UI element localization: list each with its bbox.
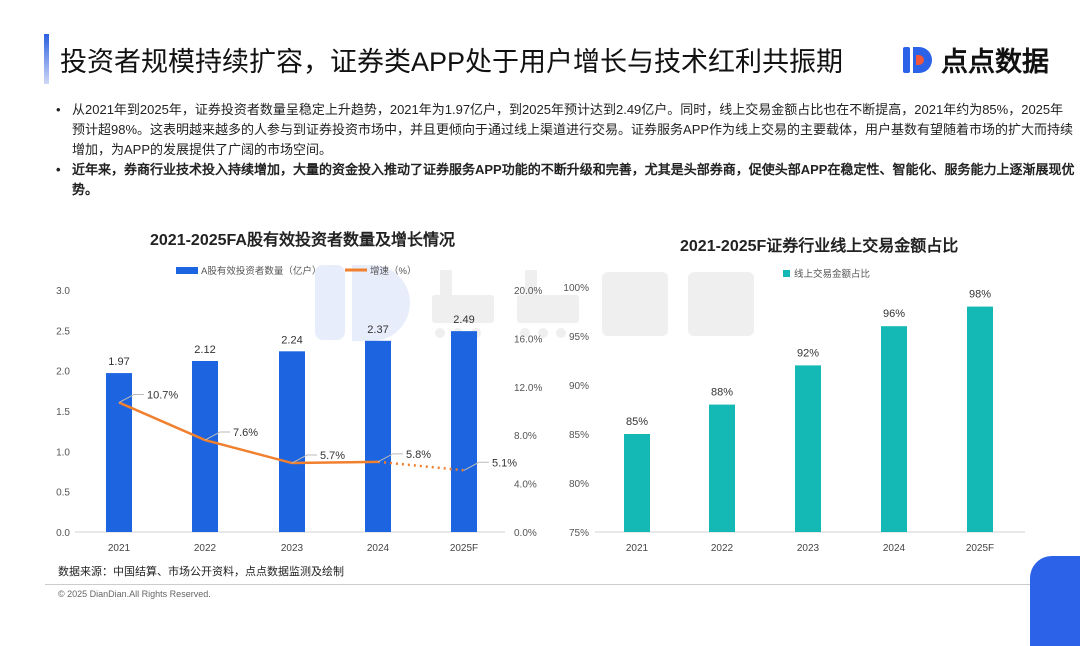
title-accent-bar: [44, 34, 49, 84]
bar: [709, 404, 735, 532]
chart-title-right: 2021-2025F证券行业线上交易金额占比: [680, 238, 959, 255]
line-data-label: 5.8%: [406, 449, 431, 461]
bar-data-label: 85%: [626, 416, 648, 428]
bullet-item: 从2021年到2025年，证券投资者数量呈稳定上升趋势，2021年为1.97亿户…: [56, 100, 1076, 160]
page-title: 投资者规模持续扩容，证券类APP处于用户增长与技术红利共振期: [60, 47, 844, 77]
bar: [451, 331, 477, 532]
bar: [967, 306, 993, 532]
y-right-tick-label: 12.0%: [514, 383, 542, 394]
x-tick-label: 2023: [281, 543, 304, 554]
x-tick-label: 2024: [367, 543, 390, 554]
y-tick-label: 80%: [569, 479, 589, 490]
x-tick-label: 2021: [108, 543, 131, 554]
legend-swatch: [783, 270, 790, 277]
line-data-label: 7.6%: [233, 427, 258, 439]
bar-data-label: 88%: [711, 387, 733, 399]
bullet-item: 近年来，券商行业技术投入持续增加，大量的资金投入推动了证券服务APP功能的不断升…: [56, 160, 1076, 200]
bar: [624, 434, 650, 532]
x-tick-label: 2021: [626, 543, 649, 554]
logo-icon: [903, 43, 935, 77]
x-tick-label: 2023: [797, 543, 820, 554]
leader-line: [463, 461, 489, 471]
logo-text: 点点数据: [941, 47, 1049, 77]
bar-data-label: 2.12: [194, 344, 215, 356]
leader-line: [118, 394, 144, 403]
growth-line: [118, 401, 379, 465]
footer-divider: [45, 584, 1030, 585]
line-data-label: 5.7%: [320, 450, 345, 462]
bar: [192, 360, 218, 532]
chart-title-left: 2021-2025FA股有效投资者数量及增长情况: [150, 232, 455, 249]
bar-data-label: 2.49: [453, 314, 474, 326]
watermark-lettering: [432, 270, 754, 338]
x-tick-label: 2025F: [966, 543, 994, 554]
legend-label: A股有效投资者数量（亿户）: [201, 265, 321, 277]
corner-decoration: [1030, 556, 1080, 646]
legend-label: 线上交易金额占比: [794, 268, 870, 280]
line-data-label: 5.1%: [492, 457, 517, 469]
x-tick-label: 2025F: [450, 543, 478, 554]
bar: [106, 373, 132, 532]
bar-data-label: 1.97: [108, 356, 129, 368]
y-tick-label: 85%: [569, 430, 589, 441]
y-tick-label: 75%: [569, 528, 589, 539]
y-right-tick-label: 8.0%: [514, 431, 537, 442]
legend-swatch-bar: [176, 267, 198, 274]
y-right-tick-label: 0.0%: [514, 528, 537, 539]
y-left-tick-label: 1.5: [56, 407, 70, 418]
x-tick-label: 2024: [883, 543, 906, 554]
bar: [365, 340, 391, 532]
bar: [795, 365, 821, 532]
copyright: © 2025 DianDian.All Rights Reserved.: [58, 589, 211, 599]
y-tick-label: 100%: [563, 283, 589, 294]
leader-line: [291, 454, 317, 464]
bar-data-label: 98%: [969, 289, 991, 301]
bar-data-label: 96%: [883, 308, 905, 320]
watermark: [315, 265, 754, 341]
data-source: 数据来源：中国结算、市场公开资料，点点数据监测及绘制: [58, 566, 344, 578]
line-data-label: 10.7%: [147, 390, 178, 402]
y-left-tick-label: 0.0: [56, 528, 70, 539]
growth-line-forecast: [377, 460, 465, 472]
y-left-tick-label: 1.0: [56, 447, 70, 458]
leader-line: [204, 431, 230, 441]
bar-data-label: 2.24: [281, 334, 302, 346]
bar-data-label: 92%: [797, 347, 819, 359]
bar-data-label: 2.37: [367, 324, 388, 336]
bar: [881, 326, 907, 532]
logo: 点点数据: [903, 40, 1049, 79]
y-right-tick-label: 4.0%: [514, 480, 537, 491]
y-left-tick-label: 2.5: [56, 326, 70, 337]
leader-line: [377, 453, 403, 463]
x-tick-label: 2022: [194, 543, 217, 554]
bullet-list: 从2021年到2025年，证券投资者数量呈稳定上升趋势，2021年为1.97亿户…: [56, 100, 1076, 200]
y-tick-label: 95%: [569, 332, 589, 343]
y-left-tick-label: 0.5: [56, 488, 70, 499]
y-left-tick-label: 3.0: [56, 286, 70, 297]
y-left-tick-label: 2.0: [56, 367, 70, 378]
y-right-tick-label: 16.0%: [514, 334, 542, 345]
bar: [279, 351, 305, 532]
legend-label: 增速（%）: [370, 265, 416, 277]
charts: 0.0 0.5 1.0 1.5 2.0 2.5 3.0 0.0% 4.0% 8.0% 12.0% 16…: [56, 265, 1025, 554]
y-right-tick-label: 20.0%: [514, 286, 542, 297]
y-tick-label: 90%: [569, 381, 589, 392]
x-tick-label: 2022: [711, 543, 734, 554]
